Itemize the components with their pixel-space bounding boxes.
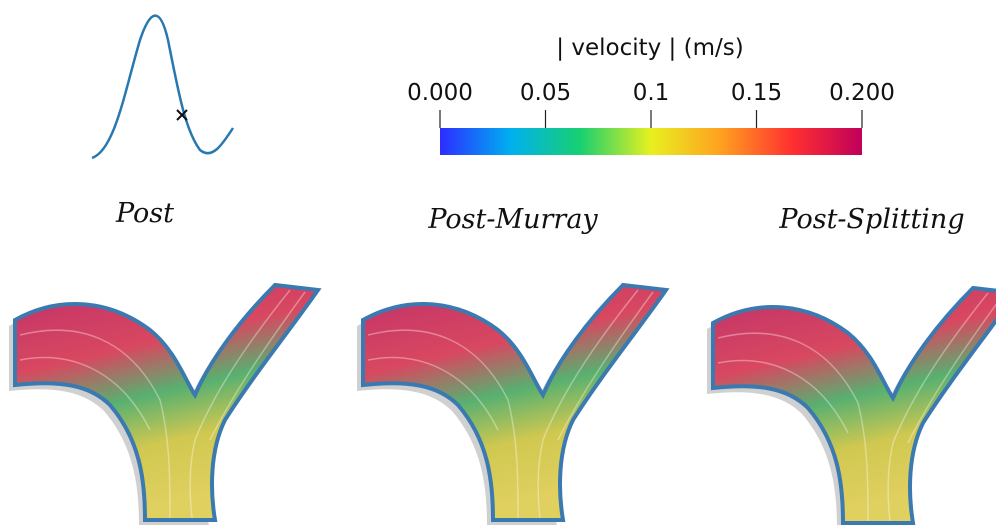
waveform-inset: [92, 16, 233, 158]
flow-post: [9, 285, 318, 525]
panel-label: Post-Splitting: [778, 204, 964, 235]
tick-label: 0.15: [731, 80, 782, 106]
flow-post-murray: [357, 285, 666, 525]
page: | velocity | (m/s) 0.000 0.05 0.1 0.15 0.200…: [0, 0, 996, 525]
tick-label: 0.05: [520, 80, 571, 106]
tick-label: 0.1: [633, 80, 670, 106]
panel-label: Post-Murray: [427, 204, 598, 235]
colorbar-ticks: 0.000 0.05 0.1 0.15 0.200: [407, 80, 895, 128]
flow-post-splitting: [707, 288, 996, 525]
figure: | velocity | (m/s) 0.000 0.05 0.1 0.15 0.200…: [0, 0, 996, 525]
tick-label: 0.000: [407, 80, 473, 106]
panel-label: Post: [115, 198, 174, 229]
colorbar-title: | velocity | (m/s): [556, 35, 743, 61]
tick-label: 0.200: [829, 80, 895, 106]
colorbar: [440, 128, 862, 155]
